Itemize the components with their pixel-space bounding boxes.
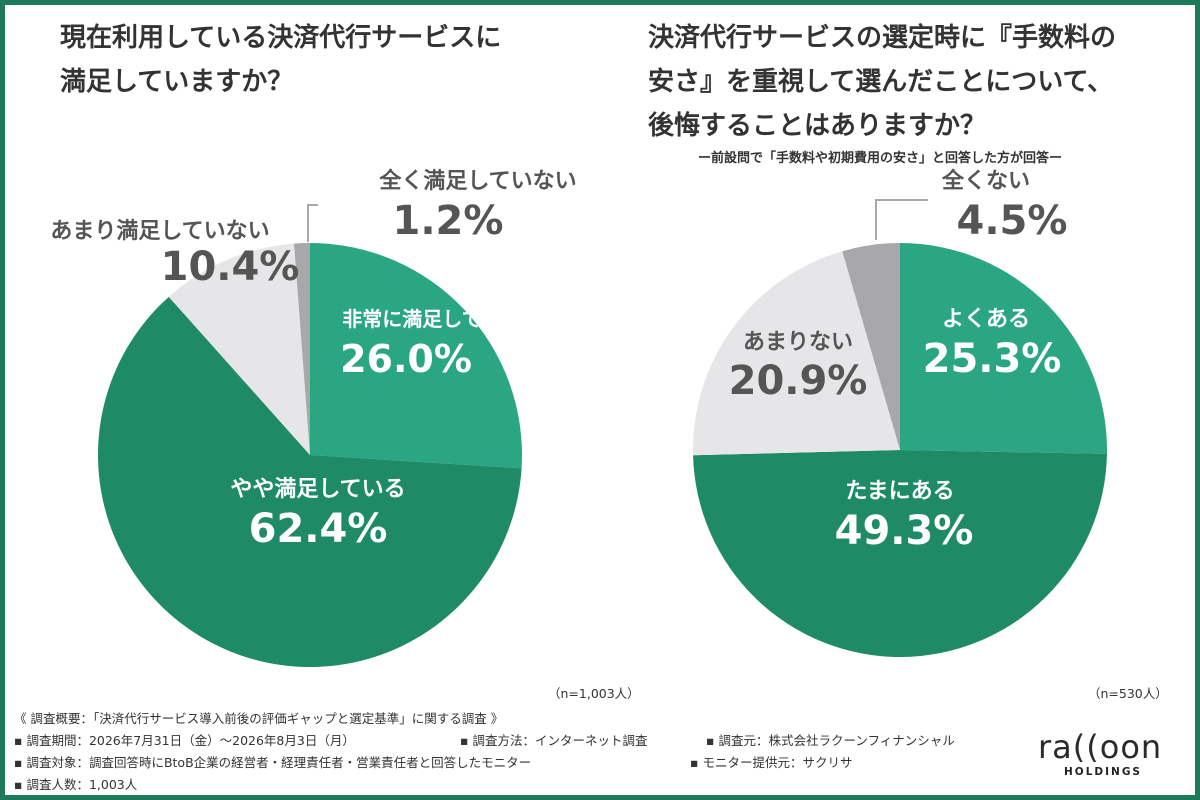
right-pie-slice-2 <box>693 251 900 456</box>
left-slice-label-1: やや満足している <box>230 476 405 502</box>
right-slice-label-3: 全くない <box>941 168 1030 194</box>
right-slice-value-1: 49.3% <box>835 508 974 554</box>
left-leader-line <box>307 204 318 242</box>
right-chart-title: 決済代行サービスの選定時に『手数料の 安さ』を重視して選んだことについて、 後悔… <box>648 23 1117 141</box>
survey-source: ▪ 調査元：株式会社ラクーンフィナンシャル <box>706 733 955 748</box>
left-slice-value-0: 26.0% <box>340 337 472 381</box>
left-slice-value-2: 10.4% <box>161 244 300 290</box>
survey-count: ▪ 調査人数：1,003人 <box>14 777 138 792</box>
left-slice-label-3: 全く満足していない <box>378 168 576 194</box>
monitor-provider: ▪ モニター提供元：サクリサ <box>690 755 853 770</box>
left-pie-slice-0 <box>310 243 522 469</box>
survey-method: ▪ 調査方法：インターネット調査 <box>460 733 648 748</box>
left-pie-slice-2 <box>168 243 310 455</box>
right-pie-slice-0 <box>900 243 1107 454</box>
raccoon-holdings-logo: ra((oon HOLDINGS <box>1038 728 1178 788</box>
logo-subtitle: HOLDINGS <box>1064 766 1142 778</box>
logo-mark: ra((oon <box>1038 728 1163 766</box>
right-slice-value-2: 20.9% <box>729 358 868 404</box>
right-chart-subnote: ー前設問で「手数料や初期費用の安さ」と回答した方が回答ー <box>697 151 1062 166</box>
right-slice-label-1: たまにある <box>845 479 954 504</box>
survey-period: ▪ 調査期間：2026年7月31日（金）〜2026年8月3日（月） <box>14 733 355 748</box>
right-slice-label-0: よくある <box>942 307 1030 332</box>
left-slice-label-2: あまり満足していない <box>50 218 269 244</box>
right-slice-label-2: あまりない <box>743 330 853 355</box>
left-slice-value-1: 62.4% <box>249 506 388 552</box>
right-slice-value-3: 4.5% <box>957 198 1068 244</box>
right-sample-size: （n=530人） <box>1088 686 1168 701</box>
right-leader-line <box>875 199 928 240</box>
survey-target: ▪ 調査対象：調査回答時にBtoB企業の経営者・経理責任者・営業責任者と回答した… <box>14 755 532 770</box>
left-slice-value-3: 1.2% <box>393 198 504 244</box>
left-chart-title: 現在利用している決済代行サービスに 満足していますか？ <box>60 23 502 97</box>
left-sample-size: （n=1,003人） <box>548 686 640 701</box>
left-pie-slice-3 <box>294 243 310 455</box>
right-pie-slice-3 <box>842 243 900 450</box>
right-pie-slice-1 <box>693 450 1107 658</box>
left-slice-label-0: 非常に満足している <box>342 307 521 331</box>
overview-heading: 《 調査概要：「決済代行サービス導入前後の評価ギャップと選定基準」に関する調査 … <box>14 711 504 726</box>
right-slice-value-0: 25.3% <box>923 336 1062 382</box>
left-pie-slice-1 <box>97 296 522 667</box>
